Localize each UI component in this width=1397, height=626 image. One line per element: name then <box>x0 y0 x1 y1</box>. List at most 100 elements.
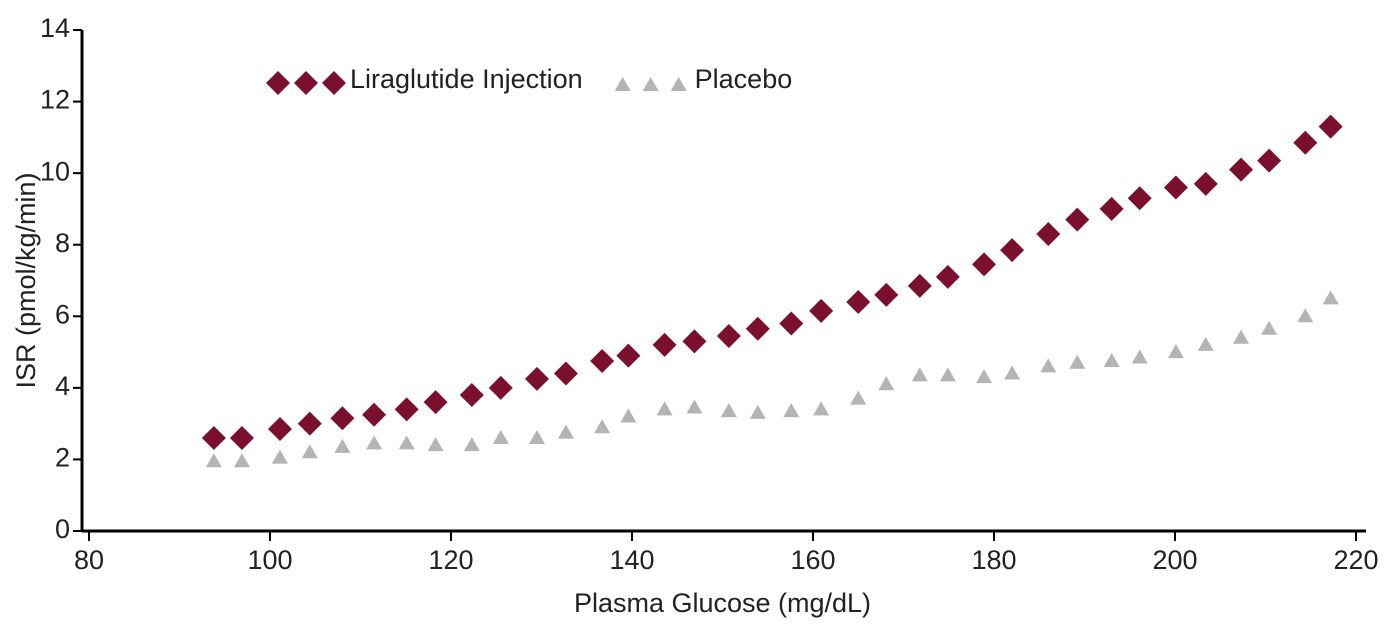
y-tick-label: 10 <box>40 156 70 186</box>
triangle-marker <box>620 408 637 423</box>
diamond-marker <box>1318 114 1343 139</box>
diamond-marker <box>1000 238 1025 263</box>
x-tick-label: 140 <box>609 545 654 575</box>
legend-label: Liraglutide Injection <box>350 64 583 94</box>
triangle-marker <box>1197 336 1214 351</box>
diamond-marker <box>459 383 484 408</box>
diamond-marker <box>266 71 290 95</box>
triangle-marker <box>528 429 545 444</box>
diamond-marker <box>972 252 997 277</box>
triangle-marker <box>1004 365 1021 380</box>
diamond-marker <box>553 361 578 386</box>
triangle-marker <box>850 390 867 405</box>
diamond-marker <box>423 390 448 415</box>
triangle-marker <box>271 449 288 464</box>
triangle-marker <box>594 419 611 434</box>
diamond-marker <box>682 329 707 354</box>
triangle-marker <box>1069 354 1086 369</box>
triangle-marker <box>463 437 480 452</box>
diamond-marker <box>1065 207 1090 232</box>
diamond-marker <box>1127 186 1152 211</box>
triangle-marker <box>939 367 956 382</box>
diamond-marker <box>652 332 677 357</box>
diamond-marker <box>488 375 513 400</box>
y-tick-label: 12 <box>40 85 70 115</box>
triangle-marker <box>911 367 928 382</box>
triangle-marker <box>1131 349 1148 364</box>
legend-label: Placebo <box>695 64 793 94</box>
triangle-marker <box>427 437 444 452</box>
diamond-marker <box>716 323 741 348</box>
triangle-marker <box>1261 320 1278 335</box>
diamond-marker <box>616 343 641 368</box>
triangle-marker <box>205 453 222 468</box>
diamond-marker <box>907 273 932 298</box>
triangle-marker <box>878 376 895 391</box>
triangle-marker <box>720 403 737 418</box>
x-tick-label: 100 <box>247 545 292 575</box>
diamond-marker <box>1193 171 1218 196</box>
diamond-marker <box>935 264 960 289</box>
triangle-marker <box>749 404 766 419</box>
y-tick-label: 0 <box>55 514 70 544</box>
y-tick-label: 4 <box>55 371 70 401</box>
x-axis-label: Plasma Glucose (mg/dL) <box>574 588 871 618</box>
triangle-marker <box>398 435 415 450</box>
diamond-marker <box>745 316 770 341</box>
triangle-marker <box>670 77 687 91</box>
x-tick-label: 120 <box>428 545 473 575</box>
triangle-marker <box>614 77 631 91</box>
triangle-marker <box>492 429 509 444</box>
diamond-marker <box>229 425 254 450</box>
triangle-marker <box>233 453 250 468</box>
triangle-marker <box>301 444 318 459</box>
diamond-marker <box>1293 130 1318 155</box>
triangle-marker <box>783 403 800 418</box>
diamond-marker <box>201 425 226 450</box>
diamond-marker <box>394 397 419 422</box>
diamond-marker <box>1163 175 1188 200</box>
diamond-marker <box>1099 196 1124 221</box>
triangle-marker <box>656 401 673 416</box>
diamond-marker <box>1036 221 1061 246</box>
x-tick-label: 220 <box>1333 545 1378 575</box>
diamond-marker <box>297 411 322 436</box>
y-tick-label: 2 <box>55 443 70 473</box>
triangle-marker <box>1322 290 1339 305</box>
diamond-marker <box>267 417 292 442</box>
triangle-marker <box>1297 308 1314 323</box>
x-tick-label: 80 <box>74 545 104 575</box>
diamond-marker <box>1229 157 1254 182</box>
triangle-marker <box>366 435 383 450</box>
triangle-marker <box>686 399 703 414</box>
diamond-marker <box>874 282 899 307</box>
diamond-marker <box>809 298 834 323</box>
triangle-marker <box>1233 329 1250 344</box>
y-tick-label: 8 <box>55 228 70 258</box>
diamond-marker <box>590 349 615 374</box>
diamond-marker <box>524 366 549 391</box>
x-tick-label: 180 <box>971 545 1016 575</box>
triangle-marker <box>976 369 993 384</box>
triangle-marker <box>1103 353 1120 368</box>
y-tick-label: 14 <box>40 13 70 43</box>
triangle-marker <box>1167 344 1184 359</box>
x-tick-label: 160 <box>790 545 835 575</box>
y-axis-label: ISR (pmol/kg/min) <box>11 172 41 388</box>
triangle-marker <box>557 424 574 439</box>
diamond-marker <box>294 71 318 95</box>
diamond-marker <box>1257 148 1282 173</box>
y-tick-label: 6 <box>55 299 70 329</box>
triangle-marker <box>1040 358 1057 373</box>
diamond-marker <box>846 289 871 314</box>
diamond-marker <box>330 406 355 431</box>
triangle-marker <box>813 401 830 416</box>
x-tick-label: 200 <box>1152 545 1197 575</box>
diamond-marker <box>322 71 346 95</box>
diamond-marker <box>362 402 387 427</box>
diamond-marker <box>779 311 804 336</box>
triangle-marker <box>642 77 659 91</box>
triangle-marker <box>334 438 351 453</box>
